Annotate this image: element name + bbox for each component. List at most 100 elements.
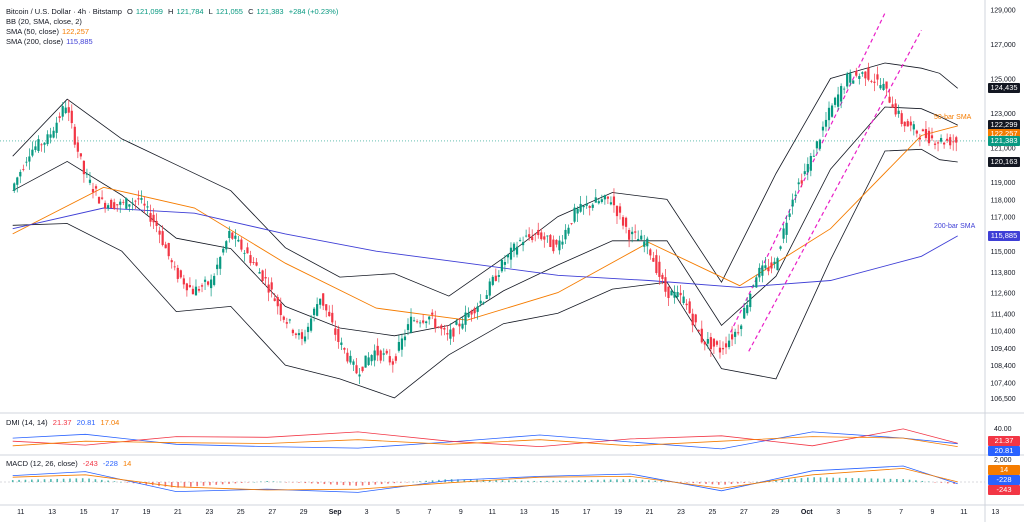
candle-body xyxy=(210,279,213,289)
candle-body xyxy=(703,341,706,345)
candle-body xyxy=(624,217,628,227)
y-tick-label: 127,000 xyxy=(990,42,1015,49)
candle-body xyxy=(331,312,334,323)
candle-body xyxy=(597,201,600,204)
candle-body xyxy=(758,267,761,278)
candle-body xyxy=(634,231,637,233)
candle-body xyxy=(273,298,276,301)
x-tick-label: 17 xyxy=(111,509,119,516)
candle-body xyxy=(434,318,437,328)
macd-histogram-bar xyxy=(908,479,911,482)
dmi-value-tag: 21.37 xyxy=(988,436,1020,446)
candle-body xyxy=(73,126,76,145)
candle-body xyxy=(503,261,507,265)
candle-body xyxy=(685,303,688,306)
macd-histogram-bar xyxy=(43,479,46,482)
candle-body xyxy=(864,71,867,79)
y-tick-label: 110,400 xyxy=(991,329,1016,336)
macd-histogram-bar xyxy=(717,482,720,485)
candle-body xyxy=(452,328,455,337)
macd-histogram-bar xyxy=(393,482,396,484)
candle-body xyxy=(549,235,552,248)
x-tick-label: 5 xyxy=(868,509,872,516)
candle-body xyxy=(297,333,301,336)
candle-body xyxy=(609,202,613,205)
candle-body xyxy=(939,137,943,142)
candle-body xyxy=(343,347,346,350)
candle-body xyxy=(122,201,125,203)
candle-body xyxy=(146,206,149,208)
x-tick-label: Oct xyxy=(801,509,813,516)
candle-body xyxy=(873,81,876,83)
candle-body xyxy=(682,296,685,304)
macd-histogram-bar xyxy=(800,478,803,482)
candle-body xyxy=(697,330,700,332)
candle-body xyxy=(600,199,603,202)
macd-histogram-bar xyxy=(724,482,726,485)
candle-body xyxy=(234,235,237,239)
candle-body xyxy=(13,183,16,191)
candle-body xyxy=(409,316,413,333)
candle-body xyxy=(706,338,709,344)
candle-body xyxy=(82,160,86,175)
candle-body xyxy=(219,257,222,269)
y-tick-label: 123,000 xyxy=(990,111,1015,118)
candle-body xyxy=(709,337,712,350)
candle-body xyxy=(67,107,70,113)
y-tick-label: 115,000 xyxy=(991,249,1016,256)
candle-body xyxy=(306,326,310,333)
candle-body xyxy=(476,306,479,312)
candle-body xyxy=(855,70,858,76)
y-tick-label: 125,000 xyxy=(990,77,1015,84)
macd-histogram-bar xyxy=(177,482,179,488)
candle-body xyxy=(279,303,282,316)
candle-body xyxy=(225,241,228,250)
candle-body xyxy=(836,94,840,107)
candle-body xyxy=(803,171,806,175)
candle-body xyxy=(512,243,516,251)
ohlc-low: 121,055 xyxy=(215,7,243,16)
macd-histogram-bar xyxy=(533,480,536,482)
candle-body xyxy=(164,244,167,249)
candle-body xyxy=(143,203,146,206)
candle-body xyxy=(712,338,716,347)
candle-body xyxy=(500,259,503,272)
macd-legend: MACD (12, 26, close) -243 -228 14 xyxy=(6,459,134,469)
candle-body xyxy=(812,155,815,157)
candle-body xyxy=(125,198,128,209)
sma200-legend: SMA (200, close) 115,885 xyxy=(6,37,96,47)
macd-histogram-bar xyxy=(380,482,383,485)
macd-histogram-bar xyxy=(221,482,224,485)
macd-histogram-bar xyxy=(18,479,20,482)
candle-body xyxy=(946,138,949,141)
macd-histogram-bar xyxy=(934,482,936,483)
macd-histogram-bar xyxy=(75,478,78,482)
macd-histogram-bar xyxy=(838,477,841,482)
candle-body xyxy=(213,275,216,285)
candle-body xyxy=(879,85,882,89)
candle-body xyxy=(903,121,906,127)
candle-body xyxy=(734,331,737,337)
candle-body xyxy=(264,277,267,279)
candle-body xyxy=(161,231,164,245)
macd-histogram-bar xyxy=(641,479,644,482)
macd-histogram-bar xyxy=(291,482,294,483)
candle-body xyxy=(370,355,373,362)
dmi-legend: DMI (14, 14) 21.37 20.81 17.04 xyxy=(6,418,122,428)
candle-body xyxy=(167,243,170,257)
candle-body xyxy=(664,277,667,292)
x-tick-label: 21 xyxy=(174,509,182,516)
candle-body xyxy=(76,142,79,152)
candle-body xyxy=(449,329,452,339)
macd-histogram-bar xyxy=(419,481,421,482)
candle-body xyxy=(140,198,143,200)
candle-body xyxy=(843,88,846,90)
channel-lower-line xyxy=(748,29,922,352)
candle-body xyxy=(755,277,758,288)
candle-body xyxy=(473,308,476,314)
candle-body xyxy=(761,265,764,276)
candle-body xyxy=(482,302,485,304)
macd-histogram-bar xyxy=(864,478,866,482)
candle-body xyxy=(422,320,425,323)
